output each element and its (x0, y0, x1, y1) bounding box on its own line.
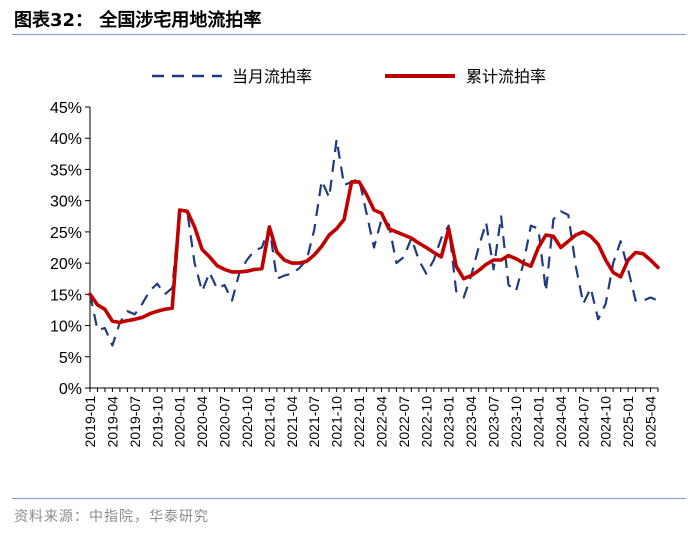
footer-rule (12, 498, 686, 499)
x-tick-label: 2023-07 (486, 396, 502, 448)
x-tick-label: 2021-10 (329, 396, 345, 448)
y-tick-label: 15% (50, 287, 82, 304)
series-line-cumulative (88, 180, 660, 325)
figure-title: 图表32： 全国涉宅用地流拍率 (14, 10, 262, 31)
y-tick-label: 25% (50, 225, 82, 242)
x-tick-label: 2023-10 (508, 396, 524, 448)
line-chart: 当月流拍率 累计流拍率 0% 5% 10% 15% 20% 25% 30% 35% 40% 45%… (50, 67, 660, 448)
title-rule (12, 34, 686, 35)
x-tick-label: 2024-04 (553, 396, 569, 448)
y-tick-label: 40% (50, 131, 82, 148)
x-tick-label: 2023-04 (463, 396, 479, 448)
x-tick-label: 2022-04 (373, 396, 389, 448)
source-note: 资料来源：中指院，华泰研究 (14, 509, 209, 525)
y-axis: 0% 5% 10% 15% 20% 25% 30% 35% 40% 45% (50, 100, 91, 398)
legend: 当月流拍率 累计流拍率 (152, 67, 546, 86)
y-tick-label: 0% (59, 381, 82, 398)
y-tick-label: 30% (50, 194, 82, 211)
x-tick-label: 2020-04 (194, 396, 210, 448)
series-line-monthly (88, 138, 659, 347)
y-tick-label: 45% (50, 100, 82, 117)
x-tick-label: 2020-07 (217, 396, 233, 448)
x-tick-label: 2025-01 (620, 396, 636, 448)
x-tick-label: 2022-07 (396, 396, 412, 448)
x-tick-label: 2024-01 (530, 396, 546, 448)
x-axis: 2019-01 2019-04 2019-07 2019-10 2020-01 2020-… (82, 387, 659, 448)
legend-label-cumulative: 累计流拍率 (466, 67, 546, 86)
x-tick-label: 2024-10 (598, 396, 614, 448)
x-tick-label: 2021-01 (261, 396, 277, 448)
y-tick-label: 20% (50, 256, 82, 273)
x-tick-label: 2019-07 (127, 396, 143, 448)
y-tick-label: 5% (59, 350, 82, 367)
x-tick-label: 2023-01 (441, 396, 457, 448)
x-tick-label: 2021-07 (306, 396, 322, 448)
legend-label-monthly: 当月流拍率 (232, 67, 312, 86)
x-tick-label: 2022-01 (351, 396, 367, 448)
y-tick-label: 10% (50, 319, 82, 336)
y-tick-label: 35% (50, 162, 82, 179)
x-tick-label: 2019-01 (82, 396, 98, 448)
x-tick-label: 2020-10 (239, 396, 255, 448)
series-layer (88, 138, 660, 347)
x-tick-label: 2020-01 (172, 396, 188, 448)
x-tick-label: 2025-04 (643, 396, 659, 448)
x-tick-label: 2022-10 (418, 396, 434, 448)
x-tick-label: 2019-10 (149, 396, 165, 448)
x-tick-label: 2021-04 (284, 396, 300, 448)
x-tick-label: 2019-04 (104, 396, 120, 448)
x-tick-label: 2024-07 (575, 396, 591, 448)
